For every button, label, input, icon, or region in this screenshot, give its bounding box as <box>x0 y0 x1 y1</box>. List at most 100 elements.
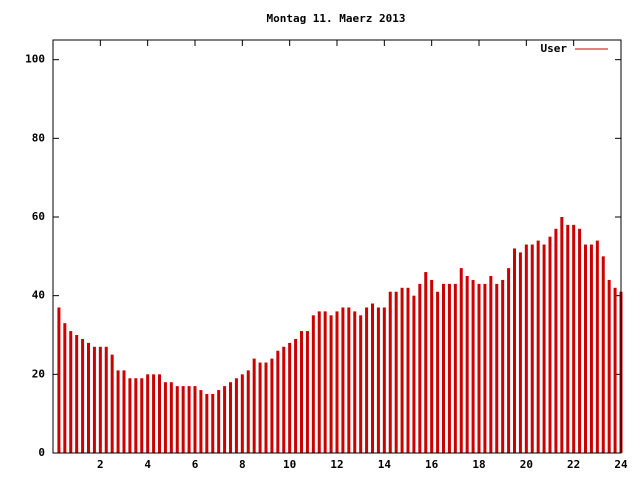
x-tick-label: 10 <box>283 458 296 471</box>
bar <box>229 382 232 453</box>
bar <box>98 346 102 453</box>
bar <box>163 382 167 453</box>
bar <box>513 248 516 453</box>
bar <box>406 287 410 453</box>
bar <box>140 378 144 453</box>
bar <box>146 374 150 453</box>
bar <box>205 394 209 453</box>
bar <box>418 283 422 453</box>
bar <box>193 386 197 453</box>
bar <box>329 315 333 453</box>
bar <box>217 390 221 453</box>
bar <box>92 346 96 453</box>
bar <box>323 311 327 453</box>
bar <box>187 386 191 453</box>
x-tick-label: 6 <box>192 458 199 471</box>
bar <box>459 268 463 453</box>
bar <box>288 342 292 453</box>
bar <box>294 338 298 453</box>
bar <box>536 240 540 453</box>
bar <box>276 350 280 453</box>
bar <box>560 217 564 453</box>
bar <box>69 331 73 453</box>
x-tick-label: 2 <box>97 458 104 471</box>
bar <box>388 291 392 453</box>
bar <box>282 346 286 453</box>
y-tick-label: 20 <box>32 367 45 380</box>
bar <box>471 279 475 453</box>
bar <box>465 276 469 453</box>
bar <box>578 228 582 453</box>
bar <box>394 291 398 453</box>
bar <box>359 315 363 453</box>
y-tick-label: 40 <box>32 289 45 302</box>
bar <box>353 311 357 453</box>
bar <box>270 358 274 453</box>
bar <box>181 386 185 453</box>
bar <box>613 287 617 453</box>
bar <box>595 240 599 453</box>
bar <box>234 378 238 453</box>
y-tick-label: 60 <box>32 210 45 223</box>
bar <box>87 342 90 453</box>
bar <box>158 374 161 453</box>
bar <box>341 307 345 453</box>
bar <box>81 338 85 453</box>
bar <box>400 287 404 453</box>
bar <box>554 228 558 453</box>
bar <box>442 283 445 453</box>
bar <box>199 390 203 453</box>
y-tick-label: 0 <box>38 446 45 459</box>
x-tick-label: 22 <box>567 458 580 471</box>
bar <box>601 256 605 453</box>
bar <box>317 311 321 453</box>
bar <box>453 283 457 453</box>
bar <box>548 236 552 453</box>
bar <box>501 279 505 453</box>
bar <box>347 307 351 453</box>
bar <box>430 279 434 453</box>
bar <box>572 224 576 453</box>
bar <box>305 331 309 453</box>
bar <box>371 303 374 453</box>
y-tick-label: 80 <box>32 131 45 144</box>
y-tick-label: 100 <box>25 53 45 66</box>
x-tick-label: 8 <box>239 458 246 471</box>
bar <box>566 224 570 453</box>
bar <box>335 311 339 453</box>
bar <box>152 374 156 453</box>
x-tick-label: 24 <box>614 458 628 471</box>
bar <box>477 283 481 453</box>
x-tick-label: 16 <box>425 458 439 471</box>
bar <box>300 331 303 453</box>
bar <box>436 291 440 453</box>
bar <box>258 362 262 453</box>
bar <box>116 370 120 453</box>
legend-label: User <box>541 42 568 55</box>
bar <box>128 378 132 453</box>
x-tick-label: 14 <box>378 458 392 471</box>
bar <box>169 382 173 453</box>
x-tick-label: 4 <box>144 458 151 471</box>
bar <box>311 315 315 453</box>
bar <box>57 307 61 453</box>
x-tick-label: 20 <box>520 458 533 471</box>
bar <box>530 244 534 453</box>
bar <box>134 378 138 453</box>
bar <box>122 370 126 453</box>
bar <box>376 307 380 453</box>
bar <box>211 394 215 453</box>
bar <box>246 370 250 453</box>
bar <box>252 358 256 453</box>
bar <box>489 276 493 453</box>
bar <box>542 244 546 453</box>
bar <box>382 307 386 453</box>
x-tick-label: 18 <box>472 458 485 471</box>
bar <box>524 244 528 453</box>
bar <box>110 354 114 453</box>
bar <box>584 244 587 453</box>
bar <box>104 346 108 453</box>
plot-border <box>52 39 622 454</box>
bar <box>412 295 416 453</box>
